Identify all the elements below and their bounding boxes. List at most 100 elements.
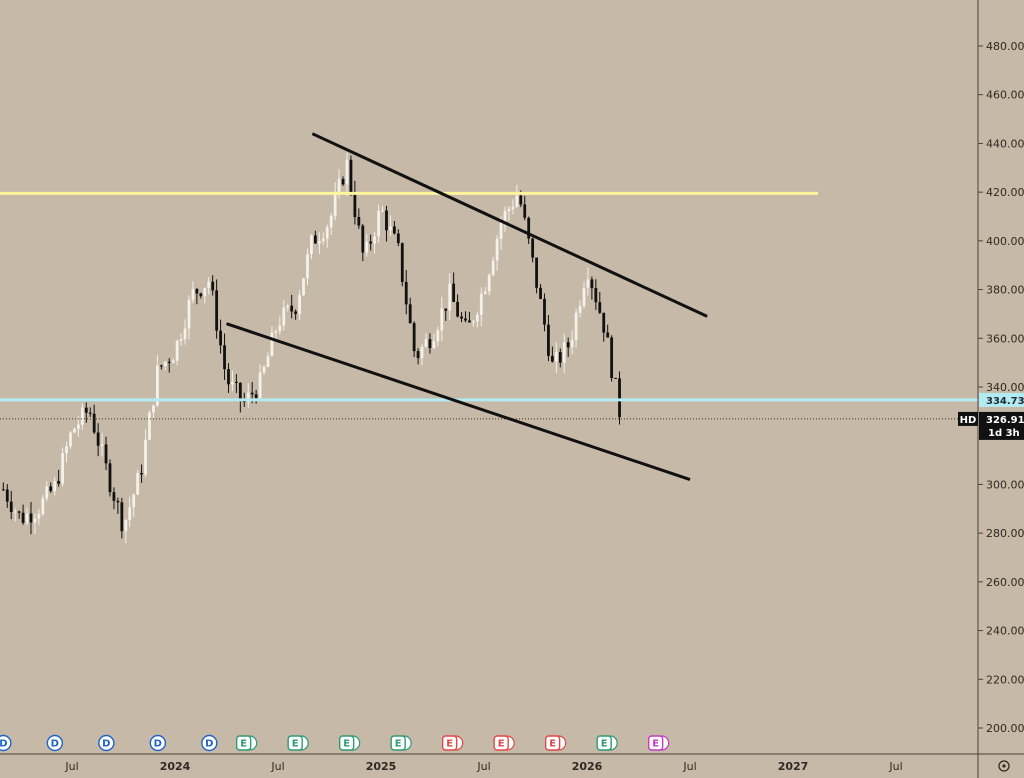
candle-body [179, 339, 183, 341]
marker-label: D [51, 739, 59, 750]
candle-body [306, 254, 309, 279]
x-tick-label: 2025 [366, 760, 397, 773]
candle-body [286, 305, 290, 308]
settings-icon[interactable] [998, 760, 1010, 772]
marker-label: D [0, 739, 7, 750]
candle-body [531, 238, 535, 258]
earnings-marker[interactable]: E [493, 735, 515, 751]
marker-label: E [652, 739, 659, 750]
candle-body [159, 365, 163, 367]
candle-body [37, 514, 41, 519]
earnings-marker[interactable]: E [544, 735, 567, 751]
drawings-layer[interactable] [0, 132, 978, 481]
candle-body [136, 473, 140, 495]
candle-body [132, 494, 136, 508]
candle-body [65, 446, 68, 454]
candle-body [278, 325, 282, 332]
earnings-marker[interactable]: E [441, 735, 464, 751]
earnings-marker[interactable]: E [235, 735, 258, 751]
candle-body [618, 378, 621, 418]
candle-body [171, 360, 175, 363]
candle-body [310, 235, 313, 255]
candle-body [594, 288, 598, 303]
candle-body [199, 293, 203, 297]
candle-body [602, 312, 606, 333]
earnings-marker[interactable]: E [647, 735, 670, 751]
dividend-marker[interactable]: D [0, 734, 12, 752]
candle-body [436, 330, 440, 342]
marker-label: E [498, 739, 505, 750]
y-tick-label: 260.00 [986, 576, 1024, 589]
candle-body [207, 281, 211, 288]
y-tick-label: 280.00 [986, 527, 1024, 540]
earnings-marker[interactable]: E [596, 735, 618, 751]
price-tags: 334.73 HD 326.91 1d 3h [958, 392, 1024, 440]
candle-body [61, 453, 64, 484]
candle-body [29, 513, 33, 523]
support-price-tag-label: 334.73 [986, 396, 1024, 407]
candle-body [183, 328, 187, 340]
marker-label: E [343, 739, 350, 750]
candle-body [290, 305, 294, 312]
channel-upper-trendline[interactable] [311, 132, 708, 318]
x-tick-label: Jul [476, 760, 490, 773]
candle-body [238, 382, 242, 401]
candle-body [282, 307, 286, 326]
candle-body [471, 321, 475, 323]
dividend-marker[interactable]: D [201, 734, 218, 752]
time-axis[interactable]: Jul 2024 Jul 2025 Jul 2026 Jul 2027 Jul [0, 753, 1024, 773]
earnings-marker[interactable]: E [287, 735, 309, 751]
dividend-marker[interactable]: D [98, 734, 115, 752]
candle-body [80, 407, 84, 425]
dividend-marker[interactable]: D [149, 734, 167, 752]
earnings-marker[interactable]: E [390, 735, 412, 751]
candle-body [440, 308, 444, 331]
candle-body [574, 312, 578, 340]
candle-body [100, 444, 104, 446]
candle-body [112, 492, 116, 501]
candle-body [152, 405, 155, 413]
x-tick-label: Jul [888, 760, 902, 773]
marker-badge [46, 734, 64, 752]
candle-body [468, 320, 471, 323]
y-tick-label: 360.00 [986, 332, 1024, 345]
candle-body [215, 290, 219, 331]
candle-body [270, 332, 274, 357]
candle-body [519, 195, 523, 205]
price-axis[interactable]: 480.00 460.00 440.00 420.00 400.00 380.00 360.… [977, 0, 1024, 778]
candle-body [460, 316, 463, 319]
candle-body [329, 215, 333, 228]
candle-body [104, 444, 108, 464]
candle-body [73, 428, 76, 433]
channel-lower-trendline[interactable] [226, 322, 691, 481]
candle-body [487, 275, 491, 292]
candle-body [499, 222, 503, 239]
y-tick-label: 340.00 [986, 381, 1024, 394]
earnings-marker[interactable]: E [338, 735, 361, 751]
candle-body [120, 502, 124, 532]
marker-badge [596, 735, 612, 751]
y-tick-label: 220.00 [986, 673, 1024, 686]
symbol-tag-label: HD [960, 415, 977, 426]
candle-body [84, 407, 88, 413]
symbol-tag [958, 411, 978, 426]
bar-countdown-label: 1d 3h [988, 428, 1020, 439]
candle-body [49, 486, 53, 492]
candle-body [527, 217, 531, 239]
candle-body [25, 513, 29, 523]
dividend-marker[interactable]: D [46, 734, 64, 752]
candle-body [452, 283, 456, 302]
candle-body [21, 512, 25, 523]
marker-badge [149, 734, 167, 752]
candle-body [76, 424, 80, 429]
candle-body [570, 339, 574, 348]
candle-body [432, 341, 436, 349]
candle-body [428, 339, 432, 349]
marker-badge [647, 735, 664, 751]
x-tick-label: 2024 [160, 760, 191, 773]
candle-body [227, 369, 230, 385]
candle-body [614, 377, 617, 379]
candle-body [424, 339, 428, 347]
